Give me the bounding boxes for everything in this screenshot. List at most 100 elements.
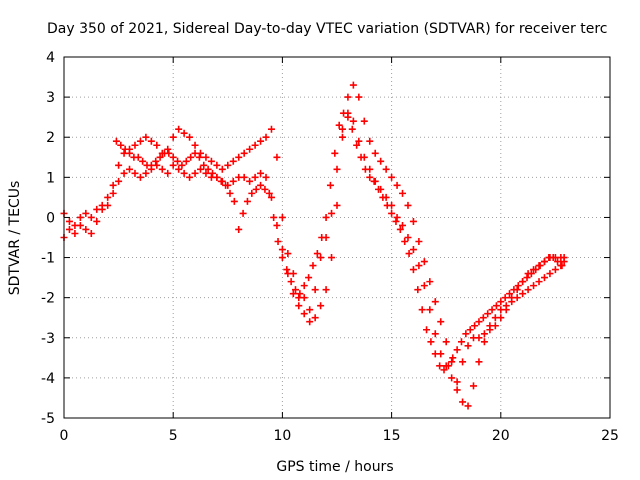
data-point — [229, 177, 237, 185]
data-point — [71, 229, 79, 237]
data-point — [360, 117, 368, 125]
data-point — [300, 310, 308, 318]
data-point — [344, 93, 352, 101]
data-point — [436, 362, 444, 370]
x-tick-label: 25 — [601, 428, 619, 444]
data-point — [326, 181, 334, 189]
data-point — [180, 129, 188, 137]
data-points — [60, 81, 568, 410]
y-tick-label: 0 — [46, 210, 55, 226]
data-point — [396, 225, 404, 233]
data-point — [415, 238, 423, 246]
data-point — [104, 193, 112, 201]
data-point — [536, 262, 544, 270]
data-point — [202, 169, 210, 177]
data-point — [71, 221, 79, 229]
data-point — [444, 362, 452, 370]
data-point — [317, 254, 325, 262]
data-point — [405, 250, 413, 258]
data-point — [235, 225, 243, 233]
data-point — [142, 169, 150, 177]
data-point — [484, 310, 492, 318]
data-point — [65, 217, 73, 225]
data-point — [202, 153, 210, 161]
y-tick-label: -1 — [41, 251, 55, 267]
data-point — [404, 234, 412, 241]
data-point — [470, 382, 477, 390]
data-point — [204, 165, 212, 173]
data-point — [404, 201, 412, 209]
data-point — [158, 165, 166, 173]
data-point — [457, 338, 465, 346]
data-point — [191, 149, 199, 157]
data-point — [273, 153, 281, 161]
data-point — [510, 286, 518, 294]
data-point — [409, 246, 417, 254]
data-point — [415, 262, 423, 270]
data-point — [289, 270, 297, 278]
data-point — [251, 141, 259, 149]
data-point — [136, 173, 144, 181]
data-point — [355, 93, 363, 101]
data-point — [348, 125, 356, 133]
data-point — [120, 169, 128, 177]
data-point — [379, 193, 387, 201]
data-point — [257, 137, 265, 145]
data-point — [392, 217, 400, 225]
data-point — [217, 177, 225, 185]
data-point — [109, 181, 117, 189]
data-point — [331, 149, 339, 157]
data-point — [466, 326, 474, 334]
data-point — [131, 169, 139, 177]
data-point — [464, 342, 472, 350]
data-point — [311, 286, 319, 294]
data-point — [186, 133, 194, 141]
data-point — [442, 338, 450, 346]
data-point — [313, 250, 321, 258]
data-point — [338, 133, 346, 141]
data-point — [274, 238, 282, 246]
data-point — [207, 157, 215, 165]
data-point — [488, 306, 496, 314]
data-point — [309, 262, 317, 270]
data-point — [169, 161, 177, 169]
data-point — [475, 334, 483, 342]
data-point — [393, 213, 401, 221]
y-tick-label: 3 — [46, 90, 55, 106]
data-point — [246, 145, 254, 153]
data-point — [519, 278, 527, 286]
data-point — [306, 306, 314, 314]
data-point — [453, 386, 461, 394]
data-point — [497, 298, 505, 306]
data-point — [278, 246, 286, 254]
y-tick-label: -5 — [41, 411, 55, 427]
data-point — [475, 358, 483, 366]
data-point — [165, 149, 173, 157]
y-tick-label: -3 — [41, 331, 55, 347]
data-point — [353, 141, 361, 149]
data-point — [382, 165, 390, 173]
data-point — [479, 314, 487, 322]
data-point — [475, 318, 483, 326]
data-point — [265, 189, 273, 197]
data-point — [213, 173, 221, 181]
data-point — [252, 185, 260, 193]
data-point — [361, 165, 369, 173]
data-point — [82, 225, 90, 233]
data-point — [126, 149, 134, 157]
data-point — [371, 149, 379, 157]
data-point — [480, 338, 488, 346]
data-point — [486, 322, 494, 330]
chart-title: Day 350 of 2021, Sidereal Day-to-day VTE… — [47, 21, 607, 37]
data-point — [502, 302, 510, 310]
data-point — [131, 141, 139, 149]
data-point — [175, 165, 183, 173]
data-point — [431, 298, 439, 306]
data-point — [191, 141, 199, 149]
data-point — [305, 274, 313, 282]
data-point — [317, 302, 325, 310]
data-point — [349, 117, 357, 125]
data-point — [513, 294, 521, 302]
x-tick-label: 20 — [492, 428, 510, 444]
data-point — [399, 221, 407, 229]
